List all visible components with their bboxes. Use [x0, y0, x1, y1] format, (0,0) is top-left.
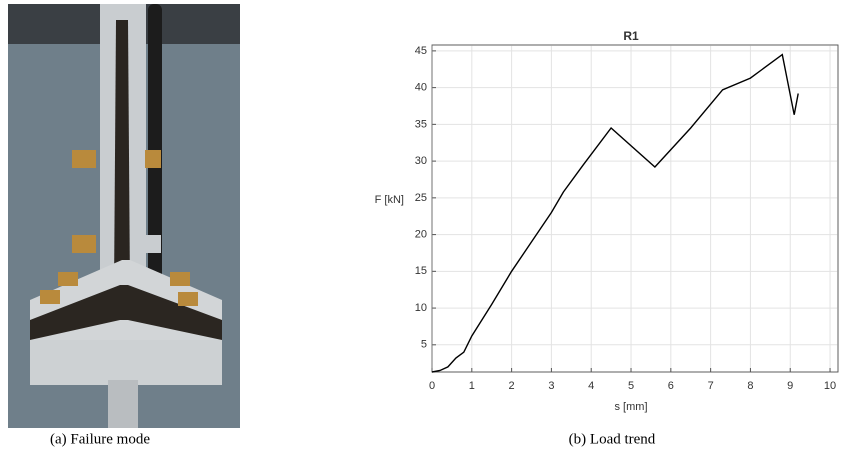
x-tick-label: 7 [708, 380, 714, 392]
x-tick-label: 2 [509, 380, 515, 392]
plot-area [431, 44, 839, 373]
y-tick-label: 5 [421, 339, 427, 351]
y-axis-label: F [kN] [375, 194, 404, 206]
x-tick-label: 0 [429, 380, 435, 392]
y-tick-label: 20 [415, 228, 427, 240]
x-tick-label: 3 [548, 380, 554, 392]
y-tick-label: 15 [415, 265, 427, 277]
chart: R1 s [mm] F [kN] [375, 29, 648, 413]
plot-frame [431, 44, 839, 373]
x-axis-label: s [mm] [615, 401, 648, 413]
caption: (b) Load trend [569, 431, 656, 447]
x-tick-label: 1 [469, 380, 475, 392]
caption: (a) Failure mode [50, 431, 150, 447]
x-tick-label: 9 [787, 380, 793, 392]
y-tick-label: 30 [415, 155, 427, 167]
x-tick-label: 4 [588, 380, 594, 392]
y-tick-label: 45 [415, 45, 427, 57]
x-tick-label: 6 [668, 380, 674, 392]
x-tick-label: 5 [628, 380, 634, 392]
photo [8, 4, 240, 428]
x-tick-label: 10 [824, 380, 836, 392]
chart-title: R1 [623, 29, 639, 43]
y-tick-label: 25 [415, 192, 427, 204]
x-tick-label: 8 [747, 380, 753, 392]
y-tick-label: 35 [415, 118, 427, 130]
y-tick-label: 40 [415, 82, 427, 94]
y-tick-label: 10 [415, 302, 427, 314]
data-line [431, 53, 799, 373]
